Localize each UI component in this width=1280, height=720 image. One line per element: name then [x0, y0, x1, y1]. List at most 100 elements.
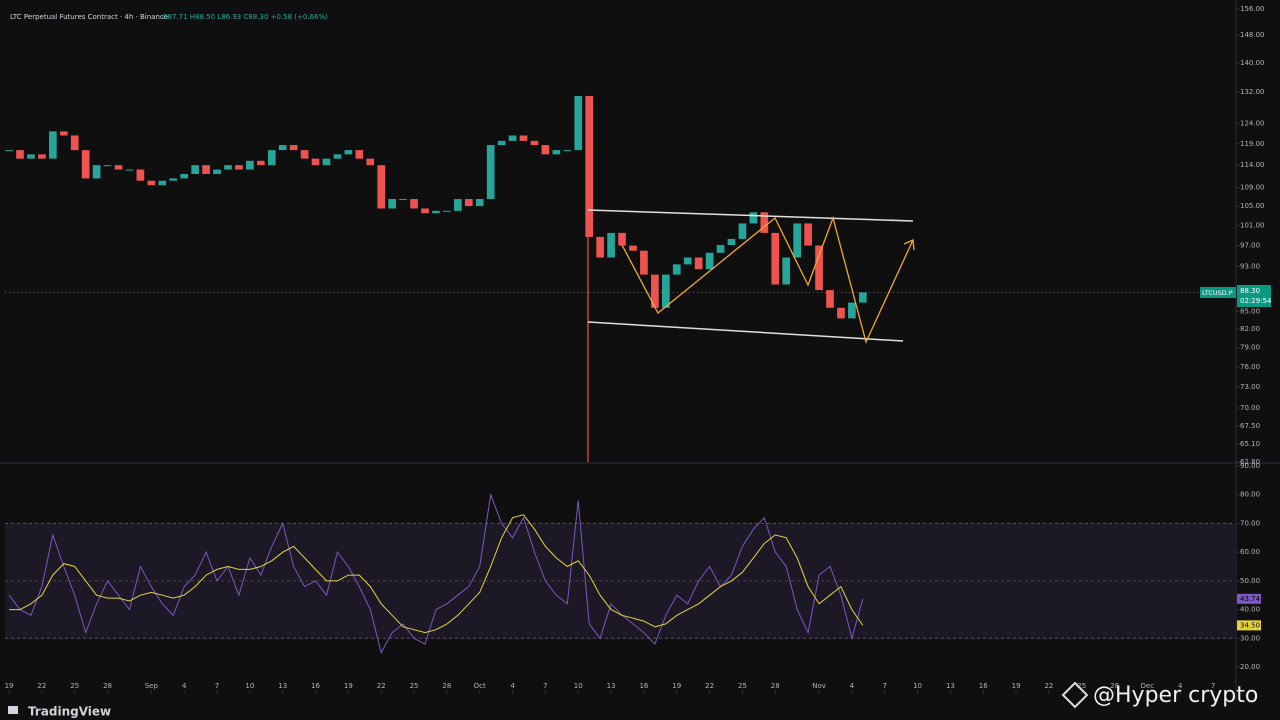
channel-bottom — [587, 321, 904, 342]
x-tick-label: 16 — [311, 682, 320, 690]
tag-countdown: 02:29:54 — [1240, 297, 1272, 305]
candle — [541, 145, 550, 155]
x-tick-label: 19 — [672, 682, 681, 690]
x-tick-label: 28 — [442, 682, 451, 690]
author: @Hyper crypto — [1093, 683, 1258, 708]
logo-mark — [8, 706, 18, 714]
y-tick-label: 156.00 — [1240, 5, 1265, 13]
y-tick-label: 101.00 — [1240, 221, 1265, 229]
candle — [705, 252, 714, 270]
candle — [224, 165, 232, 170]
x-tick-label: 16 — [979, 682, 988, 690]
x-tick-label: 28 — [103, 682, 112, 690]
x-tick-label: 4 — [182, 682, 187, 690]
x-tick-label: 25 — [410, 682, 419, 690]
x-tick-label: 4 — [850, 682, 855, 690]
candle — [432, 210, 440, 214]
candle — [136, 169, 145, 181]
y-tick-label: 65.10 — [1240, 440, 1260, 448]
x-tick-label: 13 — [607, 682, 616, 690]
y-tick-label: 67.50 — [1240, 422, 1260, 430]
candle — [410, 199, 418, 209]
y-tick-label: 97.00 — [1240, 242, 1260, 250]
candle — [235, 165, 243, 170]
ohlc: O87.71 H88.50 L86.93 C88.30 +0.58 (+0.66… — [162, 13, 328, 21]
candle — [366, 158, 375, 166]
candle — [191, 165, 199, 174]
candle — [322, 158, 331, 166]
candle — [661, 274, 670, 308]
candle — [727, 238, 736, 246]
tag-symbol-bg — [1200, 287, 1236, 298]
candle — [651, 274, 659, 308]
candle — [49, 131, 57, 159]
candle — [180, 173, 189, 179]
candle — [859, 292, 867, 303]
candle — [27, 154, 35, 159]
y-tick-label: 60.00 — [1240, 548, 1260, 556]
tag-symbol: LTCUSD.P — [1202, 289, 1233, 297]
candle — [760, 212, 769, 233]
channel-top — [587, 209, 914, 222]
candle — [92, 165, 101, 179]
x-tick-label: 4 — [1178, 682, 1183, 690]
plot: 156.00 148.00 140.00 132.00 124.00 119.00 114.… — [5, 5, 1265, 694]
candle — [125, 169, 134, 171]
y-tick-label: 148.00 — [1240, 31, 1265, 39]
candle — [574, 95, 583, 151]
candle — [826, 290, 834, 308]
y-tick-label: 20.00 — [1240, 663, 1260, 671]
x-tick-label: 10 — [574, 682, 583, 690]
x-tick-label: 19 — [5, 682, 14, 690]
candle — [246, 160, 254, 170]
x-tick-label: 19 — [344, 682, 353, 690]
candle — [508, 135, 517, 141]
candle — [355, 150, 364, 159]
candle — [344, 150, 353, 155]
candle — [464, 199, 473, 207]
x-tick-label: 19 — [1012, 682, 1021, 690]
x-tick-label: 28 — [771, 682, 780, 690]
last-value-bg — [1237, 593, 1261, 604]
candle — [738, 223, 747, 239]
y-tick-label: 70.00 — [1240, 519, 1260, 527]
y-tick-label: 80.00 — [1240, 491, 1260, 499]
candle — [114, 165, 123, 170]
candle — [475, 199, 484, 207]
y-tick-label: 93.00 — [1240, 263, 1260, 271]
candle — [443, 210, 451, 212]
y-tick-label: 105.00 — [1240, 202, 1265, 210]
candle — [804, 223, 812, 246]
candle — [585, 95, 594, 237]
candle — [256, 160, 265, 166]
x-tick-label: 22 — [37, 682, 46, 690]
x-tick-label: 7 — [882, 682, 886, 690]
candle — [815, 245, 823, 291]
candle — [629, 245, 637, 251]
author-icon — [1061, 681, 1089, 709]
candle — [5, 150, 13, 152]
x-tick-label: 28 — [1110, 682, 1119, 690]
x-tick-label: 22 — [377, 682, 386, 690]
candle — [497, 140, 506, 146]
y-tick-label: 114.00 — [1240, 161, 1265, 169]
candle — [202, 165, 210, 174]
rsi-line — [9, 514, 864, 634]
candle — [486, 145, 495, 200]
candle — [38, 154, 46, 159]
x-tick-label: 7 — [215, 682, 219, 690]
x-tick-label: 13 — [946, 682, 955, 690]
candle — [300, 150, 309, 159]
y-tick-label: 40.00 — [1240, 606, 1260, 614]
y-tick-label: 90.00 — [1240, 462, 1260, 470]
x-tick-label: 7 — [1211, 682, 1215, 690]
y-tick-label: 82.00 — [1240, 325, 1260, 333]
candle — [530, 140, 539, 146]
zigzag-drawing — [621, 215, 914, 344]
y-tick-label: 50.00 — [1240, 577, 1260, 585]
candle — [169, 178, 178, 181]
x-tick-label: 25 — [738, 682, 747, 690]
candle — [607, 232, 615, 258]
candle — [70, 135, 79, 151]
